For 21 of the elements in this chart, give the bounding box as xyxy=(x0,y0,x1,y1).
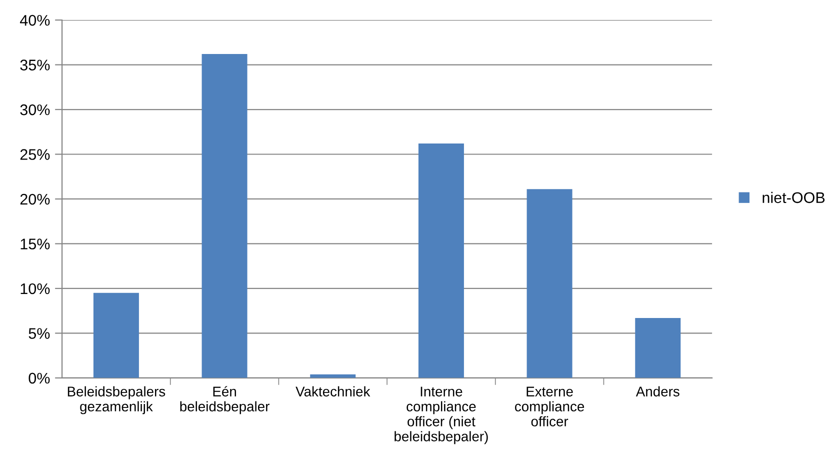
x-tick-label: Externe compliance officer xyxy=(515,386,584,426)
bar xyxy=(202,54,248,378)
x-tick-label: Eén beleidsbepaler xyxy=(180,386,270,414)
y-tick-label: 35% xyxy=(20,60,50,70)
y-tick-label: 5% xyxy=(28,328,50,339)
x-tick-label: Anders xyxy=(636,386,680,396)
y-tick-label: 25% xyxy=(20,149,50,160)
y-tick-label: 30% xyxy=(20,104,50,116)
y-tick-label: 40% xyxy=(20,14,50,26)
x-tick-label: Vaktechniek xyxy=(296,386,370,396)
bar xyxy=(635,318,681,378)
y-tick-label: 15% xyxy=(20,238,50,250)
y-tick-label: 20% xyxy=(20,194,50,205)
bar xyxy=(93,292,139,378)
legend-label: niet-OOB xyxy=(762,192,825,204)
bar xyxy=(418,144,464,378)
y-tick-label: 0% xyxy=(28,372,50,384)
y-tick-label: 10% xyxy=(20,283,50,294)
bar xyxy=(526,189,572,378)
x-tick-label: Beleidsbepalers gezamenlijk xyxy=(68,386,166,414)
x-tick-label: Interne compliance officer (niet beleidsbepaler) xyxy=(394,386,488,444)
